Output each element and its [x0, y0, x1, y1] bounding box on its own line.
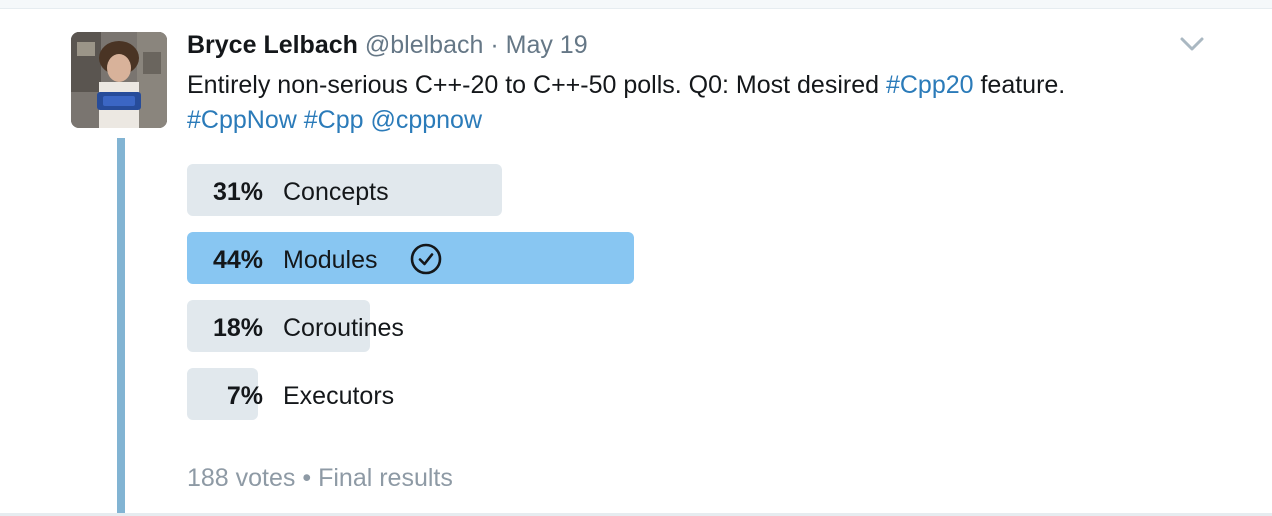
avatar[interactable]	[71, 32, 167, 128]
author-handle[interactable]: @blelbach	[364, 31, 484, 59]
meta-separator: ·	[490, 31, 499, 59]
check-circle-icon	[410, 243, 442, 275]
mention-cppnow[interactable]: @cppnow	[370, 106, 483, 134]
poll-percent-executors: 7%	[226, 382, 263, 410]
poll-percent-concepts: 31%	[212, 178, 263, 206]
tweet-text-body: Entirely non-serious C++-20 to C++-50 po…	[187, 71, 886, 99]
hashtag-cpp[interactable]: #Cpp	[303, 106, 364, 134]
poll-percent-modules: 44%	[212, 246, 263, 274]
poll-votes: 188 votes	[187, 464, 296, 492]
author-name[interactable]: Bryce Lelbach	[187, 31, 358, 59]
timeline-top-divider	[0, 0, 1272, 9]
hashtag-cpp20[interactable]: #Cpp20	[885, 71, 974, 99]
poll-label-concepts: Concepts	[283, 178, 389, 206]
tweet-text-tail: feature.	[973, 71, 1066, 99]
chevron-down-icon[interactable]	[1178, 32, 1206, 56]
poll-percent-coroutines: 18%	[212, 314, 263, 342]
poll-status: Final results	[318, 464, 453, 492]
avatar-image	[71, 32, 167, 128]
tweet-header: Bryce Lelbach @blelbach · May 19	[187, 28, 588, 62]
poll-bar-coroutines	[187, 300, 370, 352]
poll-footer: 188 votes • Final results	[187, 460, 453, 496]
poll-bar-modules	[187, 232, 634, 284]
poll-label-executors: Executors	[283, 382, 395, 410]
tweet-bottom-divider	[0, 513, 1272, 516]
thread-connector	[117, 138, 125, 516]
poll-footer-dot: •	[302, 464, 312, 492]
poll-bar-concepts	[187, 164, 502, 216]
tweet-text: Entirely non-serious C++-20 to C++-50 po…	[187, 68, 1227, 138]
poll-bar-executors	[187, 368, 258, 420]
poll-label-modules: Modules	[283, 246, 378, 274]
hashtag-cppnow[interactable]: #CppNow	[187, 106, 297, 134]
tweet-date[interactable]: May 19	[505, 31, 588, 59]
poll-label-coroutines: Coroutines	[283, 314, 404, 342]
